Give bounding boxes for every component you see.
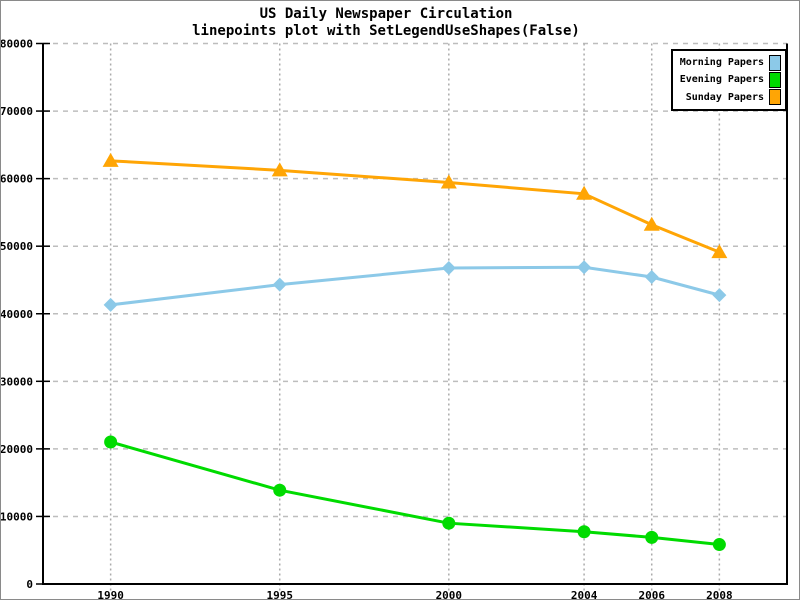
- y-axis-tick-label: 20000: [1, 443, 33, 456]
- marker-sunday-papers: [643, 216, 660, 231]
- legend-swatch-sunday-papers: [769, 89, 781, 106]
- y-axis-tick-label: 10000: [1, 510, 33, 523]
- x-axis-tick-label: 2000: [436, 589, 463, 599]
- chart-titles: US Daily Newspaper Circulation linepoint…: [1, 6, 771, 40]
- marker-morning-papers: [103, 297, 118, 312]
- x-axis-tick-label: 2006: [638, 589, 665, 599]
- legend-label-sunday-papers: Sunday Papers: [685, 91, 764, 103]
- x-axis-tick-label: 2008: [706, 589, 733, 599]
- marker-sunday-papers: [711, 244, 728, 259]
- marker-evening-papers: [645, 530, 659, 544]
- series-line-morning-papers: [110, 265, 720, 307]
- marker-morning-papers: [272, 277, 287, 292]
- chart-subtitle: linepoints plot with SetLegendUseShapes(…: [192, 23, 580, 39]
- x-axis-tick-label: 2004: [571, 589, 598, 599]
- x-axis-tick-label: 1995: [266, 589, 293, 599]
- legend-item-evening-papers: Evening Papers: [677, 71, 781, 88]
- marker-evening-papers: [442, 516, 456, 530]
- legend-label-morning-papers: Morning Papers: [679, 57, 764, 69]
- series-line-sunday-papers: [110, 159, 720, 254]
- legend-label-evening-papers: Evening Papers: [679, 74, 764, 86]
- marker-morning-papers: [644, 269, 659, 284]
- series-line-evening-papers: [110, 440, 720, 547]
- legend-item-sunday-papers: Sunday Papers: [677, 89, 781, 106]
- marker-evening-papers: [104, 435, 118, 449]
- marker-morning-papers: [441, 260, 456, 275]
- legend: Morning Papers Evening Papers Sunday Pap…: [671, 49, 787, 111]
- y-axis-tick-label: 40000: [1, 308, 33, 321]
- marker-sunday-papers: [440, 174, 457, 189]
- y-axis-tick-label: 80000: [1, 38, 33, 51]
- y-axis-tick-label: 30000: [1, 375, 33, 388]
- marker-evening-papers: [273, 483, 287, 497]
- legend-item-morning-papers: Morning Papers: [677, 54, 781, 71]
- legend-swatch-evening-papers: [769, 71, 781, 88]
- y-axis-tick-label: 0: [26, 578, 33, 591]
- marker-evening-papers: [712, 538, 726, 552]
- y-axis-tick-label: 60000: [1, 173, 33, 186]
- marker-sunday-papers: [102, 152, 119, 167]
- legend-swatch-morning-papers: [769, 54, 781, 71]
- marker-sunday-papers: [271, 162, 288, 177]
- marker-evening-papers: [577, 525, 591, 539]
- y-axis-tick-label: 70000: [1, 105, 33, 118]
- y-axis-tick-label: 50000: [1, 240, 33, 253]
- marker-morning-papers: [712, 288, 727, 303]
- marker-sunday-papers: [576, 185, 593, 200]
- x-axis-tick-label: 1990: [97, 589, 124, 599]
- marker-morning-papers: [577, 260, 592, 275]
- chart-title: US Daily Newspaper Circulation: [259, 6, 513, 22]
